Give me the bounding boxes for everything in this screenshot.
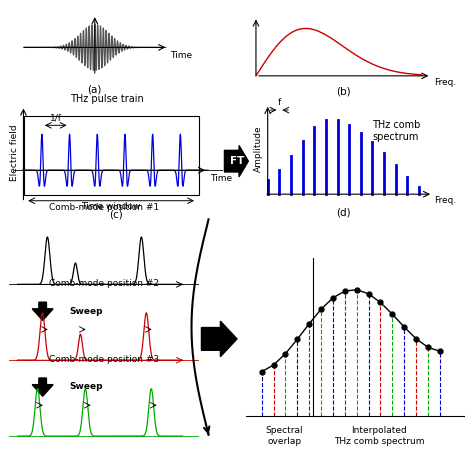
Text: Spectral
overlap: Spectral overlap: [265, 426, 303, 446]
Text: Freq.: Freq.: [434, 197, 456, 206]
FancyArrow shape: [224, 146, 248, 177]
Text: Comb-mode position #1: Comb-mode position #1: [49, 203, 159, 212]
Text: THz pulse train: THz pulse train: [70, 94, 143, 104]
Text: f: f: [278, 98, 281, 107]
Text: Sweep: Sweep: [69, 383, 103, 392]
Text: THz comb
spectrum: THz comb spectrum: [373, 120, 421, 142]
Text: 1/f: 1/f: [50, 114, 62, 123]
Text: Interpolated
THz comb spectrum: Interpolated THz comb spectrum: [334, 426, 424, 446]
Text: Time: Time: [210, 174, 232, 183]
Text: (c): (c): [109, 210, 123, 220]
Text: Comb-mode position #2: Comb-mode position #2: [49, 279, 159, 288]
Bar: [24, 116, 199, 195]
Text: Amplitude: Amplitude: [254, 125, 263, 172]
Text: (b): (b): [337, 86, 351, 96]
FancyArrow shape: [201, 321, 237, 357]
Text: Freq.: Freq.: [434, 78, 456, 87]
Text: Time: Time: [170, 51, 192, 60]
Text: Time window: Time window: [82, 202, 141, 211]
FancyArrow shape: [32, 302, 53, 320]
Text: Sweep: Sweep: [69, 307, 103, 316]
Text: FT: FT: [229, 156, 244, 166]
Text: Comb-mode position #3: Comb-mode position #3: [49, 355, 159, 364]
FancyArrow shape: [32, 378, 53, 396]
Text: (d): (d): [336, 208, 351, 218]
Text: Electric field: Electric field: [10, 124, 19, 181]
Text: (a): (a): [88, 84, 102, 94]
